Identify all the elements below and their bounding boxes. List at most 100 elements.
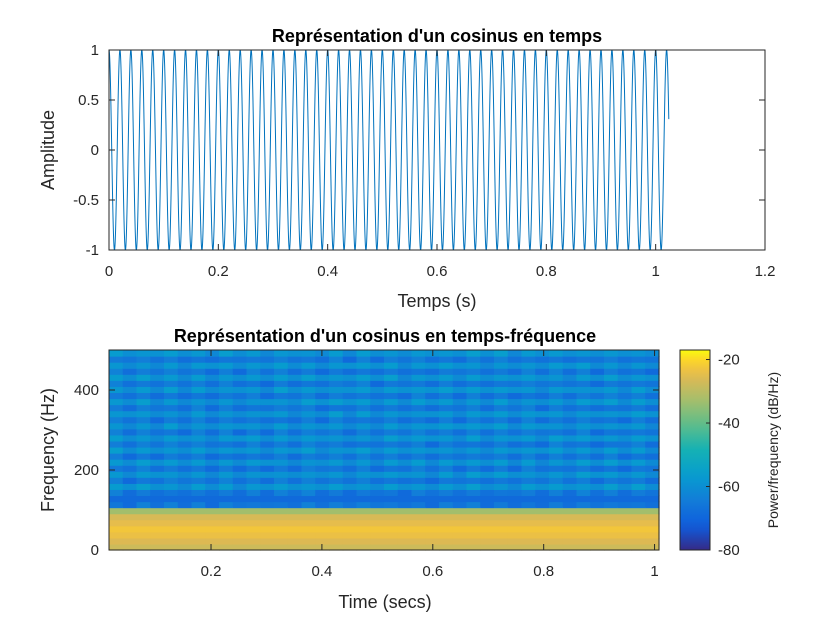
spectrogram-cell bbox=[507, 525, 523, 533]
spectrogram-cell bbox=[164, 513, 179, 521]
spectrogram-cell bbox=[287, 422, 303, 430]
spectrogram-cell bbox=[397, 537, 413, 545]
spectrogram-cell bbox=[397, 440, 413, 448]
spectrogram-cell bbox=[604, 398, 619, 406]
spectrogram-cell bbox=[562, 386, 578, 394]
spectrogram-cell bbox=[645, 537, 660, 545]
spectrogram-cell bbox=[329, 483, 344, 490]
spectrogram-cell bbox=[164, 531, 179, 539]
spectrogram-cell bbox=[452, 465, 468, 472]
spectrogram-cell bbox=[260, 374, 275, 381]
spectrogram-cell bbox=[370, 440, 385, 448]
spectrogram-cell bbox=[150, 465, 165, 472]
spectrogram-cell bbox=[397, 446, 413, 454]
spectrogram-cell bbox=[521, 446, 536, 454]
spectrogram-cell bbox=[411, 531, 426, 539]
spectrogram-cell bbox=[631, 543, 646, 551]
spectrogram-cell bbox=[136, 471, 151, 478]
spectrogram-cell bbox=[604, 428, 619, 436]
spectrogram-cell bbox=[342, 459, 358, 466]
spectrogram-cell bbox=[191, 525, 206, 533]
spectrogram-cell bbox=[507, 428, 523, 436]
spectrogram-cell bbox=[136, 380, 151, 387]
spectrogram-cell bbox=[246, 465, 261, 472]
spectrogram-cell bbox=[452, 374, 468, 381]
spectrogram-cell bbox=[219, 543, 234, 551]
spectrogram-cell bbox=[439, 477, 454, 484]
spectrogram-cell bbox=[356, 465, 371, 472]
spectrogram-cell bbox=[109, 356, 124, 363]
spectrogram-cell bbox=[177, 459, 193, 466]
spectrogram-cell bbox=[232, 477, 248, 484]
time-plot-x-tick-label: 0.6 bbox=[427, 263, 448, 280]
spectrogram-cell bbox=[576, 495, 591, 503]
spectrogram-cell bbox=[191, 440, 206, 448]
spectrogram-cell bbox=[590, 537, 605, 545]
spectrogram-cell bbox=[549, 513, 564, 521]
spectrogram-cell bbox=[150, 513, 165, 521]
spectrogram-cell bbox=[590, 350, 605, 357]
spectrogram-cell bbox=[604, 380, 619, 387]
spectrogram-cell bbox=[562, 483, 578, 490]
spectrogram-cell bbox=[590, 507, 605, 515]
spectrogram-cell bbox=[480, 459, 495, 466]
spectrogram-cell bbox=[507, 519, 523, 527]
spectrogram-cell bbox=[507, 531, 523, 539]
spectrogram-cell bbox=[136, 453, 151, 460]
spectrogram-cell bbox=[439, 543, 454, 551]
spectrogram-cell bbox=[232, 459, 248, 466]
spectrogram-cell bbox=[384, 392, 399, 400]
spectrogram-cell bbox=[604, 386, 619, 394]
spectrogram-cell bbox=[494, 380, 509, 387]
spectrogram-cell bbox=[507, 489, 523, 497]
spectrogram-cell bbox=[576, 350, 591, 357]
spectrogram-cell bbox=[329, 507, 344, 515]
spectrogram-cell bbox=[274, 519, 289, 527]
spectrogram-cell bbox=[507, 495, 523, 503]
spectrogram-cell bbox=[246, 398, 261, 406]
spectrogram-cell bbox=[384, 380, 399, 387]
spectrogram-cell bbox=[576, 477, 591, 484]
spectrogram-cell bbox=[232, 525, 248, 533]
spectrogram-cell bbox=[136, 446, 151, 454]
spectrogram-cell bbox=[535, 507, 550, 515]
spectrogram-cell bbox=[260, 489, 275, 497]
spectrogram-cell bbox=[535, 440, 550, 448]
spectrogram-cell bbox=[645, 362, 660, 369]
spectrogram-cell bbox=[370, 350, 385, 357]
spectrogram-cell bbox=[521, 374, 536, 381]
spectrogram-cell bbox=[356, 525, 371, 533]
spectrogram-cell bbox=[219, 507, 234, 515]
spectrogram-cell bbox=[356, 446, 371, 454]
spectrogram-cell bbox=[411, 446, 426, 454]
spectrogram-cell bbox=[631, 531, 646, 539]
spectrogram-cell bbox=[645, 392, 660, 400]
spectrogram-cell bbox=[494, 501, 509, 509]
spectrogram-cell bbox=[617, 459, 633, 466]
spectrogram-cell bbox=[301, 440, 316, 448]
spectrogram-cell bbox=[260, 416, 275, 424]
spectrogram-cell bbox=[370, 465, 385, 472]
spectrogram-cell bbox=[576, 483, 591, 490]
spectrogram-cell bbox=[342, 380, 358, 387]
spectrogram-cell bbox=[150, 368, 165, 375]
spectrogram-cell bbox=[246, 392, 261, 400]
spectrogram-cell bbox=[590, 543, 605, 551]
spectrogram-cell bbox=[274, 386, 289, 394]
spectrogram-cell bbox=[411, 477, 426, 484]
spectrogram-cell bbox=[590, 434, 605, 442]
spectrogram-cell bbox=[397, 513, 413, 521]
spectrogram-cell bbox=[480, 434, 495, 442]
spectrogram-cell bbox=[315, 513, 330, 521]
spectrogram-cell bbox=[604, 440, 619, 448]
spectrogram-cell bbox=[452, 428, 468, 436]
spectrogram-cell bbox=[480, 392, 495, 400]
spectrogram-cell bbox=[562, 392, 578, 400]
spectrogram-cell bbox=[590, 398, 605, 406]
spectrogram-cell bbox=[315, 483, 330, 490]
spectrogram-cell bbox=[411, 525, 426, 533]
spectrogram-cell bbox=[122, 525, 138, 533]
spectrogram-cell bbox=[136, 531, 151, 539]
spectrogram-cell bbox=[246, 404, 261, 412]
spectrogram-cell bbox=[411, 404, 426, 412]
